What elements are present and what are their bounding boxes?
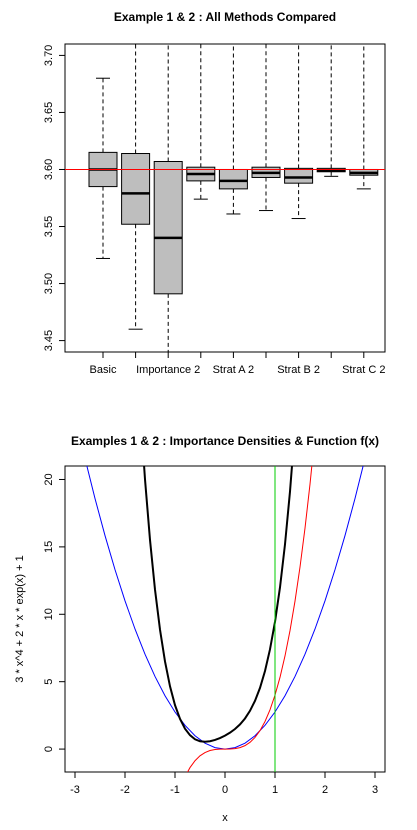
- box: [121, 153, 151, 225]
- y-tick-label: 3.55: [43, 216, 55, 237]
- box: [284, 167, 314, 184]
- chart-title: Examples 1 & 2 : Importance Densities & …: [71, 434, 379, 448]
- y-axis-label: 3 * x^4 + 2 * x * exp(x) + 1: [14, 555, 26, 682]
- x-tick-label: Strat C 2: [342, 364, 385, 376]
- x-tick-label: Basic: [90, 364, 117, 376]
- x-tick-label: 0: [222, 784, 228, 796]
- y-tick-label: 3.65: [43, 102, 55, 123]
- x-axis-label: x: [222, 812, 228, 824]
- y-tick-label: 10: [43, 608, 55, 620]
- plot-area: [65, 44, 385, 352]
- line-series: [187, 466, 313, 772]
- x-tick-label: -3: [70, 784, 80, 796]
- x-tick-label: -1: [170, 784, 180, 796]
- x-tick-label: 2: [322, 784, 328, 796]
- plot-frame: [64, 43, 386, 353]
- y-tick-label: 15: [43, 541, 55, 553]
- box: [218, 168, 248, 190]
- x-tick-label: Strat B 2: [277, 364, 320, 376]
- chart-title: Example 1 & 2 : All Methods Compared: [114, 10, 336, 24]
- y-tick-label: 20: [43, 473, 55, 485]
- x-tick-label: 3: [372, 784, 378, 796]
- y-tick-label: 3.45: [43, 330, 55, 351]
- line-series: [143, 466, 293, 743]
- x-tick-label: 1: [272, 784, 278, 796]
- y-tick-label: 3.50: [43, 273, 55, 294]
- y-tick-label: 0: [43, 746, 55, 752]
- y-tick-label: 3.70: [43, 45, 55, 66]
- x-tick-label: Strat A 2: [213, 364, 255, 376]
- x-tick-label: -2: [120, 784, 130, 796]
- y-tick-label: 3.60: [43, 159, 55, 180]
- plot-area: [86, 466, 364, 772]
- line-series: [86, 466, 364, 750]
- box: [153, 160, 183, 295]
- plot-frame: [64, 465, 386, 773]
- y-tick-label: 5: [43, 679, 55, 685]
- x-tick-label: Importance 2: [136, 364, 200, 376]
